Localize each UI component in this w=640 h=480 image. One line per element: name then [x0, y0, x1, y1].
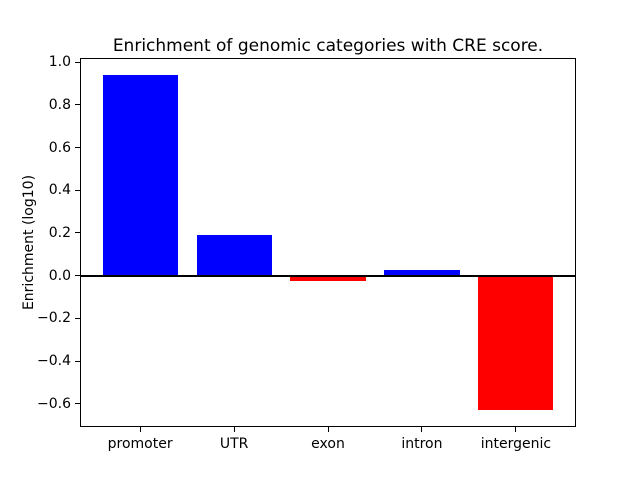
- x-tick-label-intergenic: intergenic: [480, 436, 552, 452]
- y-tick-label: 1.0: [48, 54, 71, 71]
- y-tick-mark: [75, 360, 80, 362]
- y-tick-label: 0.0: [48, 267, 71, 284]
- x-tick-mark: [327, 427, 329, 432]
- y-tick-label: −0.6: [37, 395, 71, 412]
- y-tick-label: 0.8: [48, 96, 71, 113]
- y-tick-mark: [75, 147, 80, 148]
- y-tick-label: −0.4: [37, 353, 71, 369]
- bar-UTR: [196, 235, 272, 276]
- x-tick-mark: [139, 427, 141, 432]
- y-tick-mark: [75, 232, 80, 234]
- x-tick-mark: [421, 427, 423, 432]
- y-tick-mark: [75, 317, 80, 319]
- x-tick-label-promoter: promoter: [107, 436, 173, 452]
- x-tick-mark: [515, 427, 517, 432]
- bar-exon: [290, 275, 366, 281]
- y-tick-mark: [75, 61, 80, 63]
- y-tick-mark: [75, 403, 80, 405]
- y-tick-mark: [75, 104, 80, 106]
- x-tick-label-exon: exon: [311, 436, 345, 452]
- zero-line: [80, 274, 576, 277]
- y-tick-label: 0.2: [48, 224, 71, 241]
- y-tick-mark: [75, 275, 80, 277]
- x-tick-label-intron: intron: [401, 436, 443, 452]
- y-tick-label: 0.6: [48, 139, 71, 156]
- y-tick-label: 0.4: [48, 182, 71, 199]
- y-tick-label: −0.2: [37, 310, 71, 327]
- bar-intergenic: [478, 275, 554, 411]
- chart-title: Enrichment of genomic categories with CR…: [112, 36, 544, 56]
- x-tick-label-UTR: UTR: [219, 436, 249, 452]
- bar-intron: [384, 270, 460, 276]
- y-tick-mark: [75, 189, 80, 191]
- bar-promoter: [102, 74, 178, 276]
- y-axis-label: Enrichment (log10): [21, 174, 37, 311]
- x-tick-mark: [233, 427, 235, 432]
